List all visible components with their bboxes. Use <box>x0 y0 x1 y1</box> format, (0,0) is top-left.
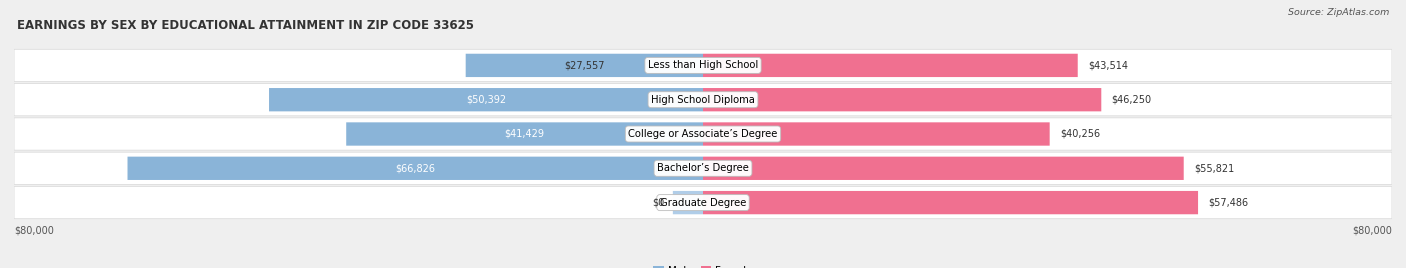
Text: Source: ZipAtlas.com: Source: ZipAtlas.com <box>1288 8 1389 17</box>
Text: $55,821: $55,821 <box>1194 163 1234 173</box>
Text: $40,256: $40,256 <box>1060 129 1099 139</box>
FancyBboxPatch shape <box>14 187 1392 219</box>
FancyBboxPatch shape <box>465 54 703 77</box>
Text: $41,429: $41,429 <box>505 129 544 139</box>
FancyBboxPatch shape <box>128 157 703 180</box>
Text: $43,514: $43,514 <box>1088 60 1128 70</box>
Text: Less than High School: Less than High School <box>648 60 758 70</box>
Text: $80,000: $80,000 <box>14 226 53 236</box>
Text: College or Associate’s Degree: College or Associate’s Degree <box>628 129 778 139</box>
FancyBboxPatch shape <box>346 122 703 146</box>
FancyBboxPatch shape <box>14 152 1392 184</box>
FancyBboxPatch shape <box>14 118 1392 150</box>
Text: EARNINGS BY SEX BY EDUCATIONAL ATTAINMENT IN ZIP CODE 33625: EARNINGS BY SEX BY EDUCATIONAL ATTAINMEN… <box>17 19 474 32</box>
FancyBboxPatch shape <box>673 191 703 214</box>
Text: Graduate Degree: Graduate Degree <box>659 198 747 208</box>
FancyBboxPatch shape <box>703 54 1078 77</box>
Text: $57,486: $57,486 <box>1208 198 1249 208</box>
FancyBboxPatch shape <box>703 157 1184 180</box>
Text: High School Diploma: High School Diploma <box>651 95 755 105</box>
Text: Bachelor’s Degree: Bachelor’s Degree <box>657 163 749 173</box>
Text: $50,392: $50,392 <box>465 95 506 105</box>
FancyBboxPatch shape <box>703 122 1050 146</box>
Text: $27,557: $27,557 <box>564 60 605 70</box>
Text: $0: $0 <box>652 198 664 208</box>
FancyBboxPatch shape <box>269 88 703 111</box>
Text: $46,250: $46,250 <box>1112 95 1152 105</box>
Text: $80,000: $80,000 <box>1353 226 1392 236</box>
FancyBboxPatch shape <box>14 49 1392 81</box>
Text: $66,826: $66,826 <box>395 163 436 173</box>
Legend: Male, Female: Male, Female <box>650 261 756 268</box>
FancyBboxPatch shape <box>703 191 1198 214</box>
FancyBboxPatch shape <box>703 88 1101 111</box>
FancyBboxPatch shape <box>14 84 1392 116</box>
